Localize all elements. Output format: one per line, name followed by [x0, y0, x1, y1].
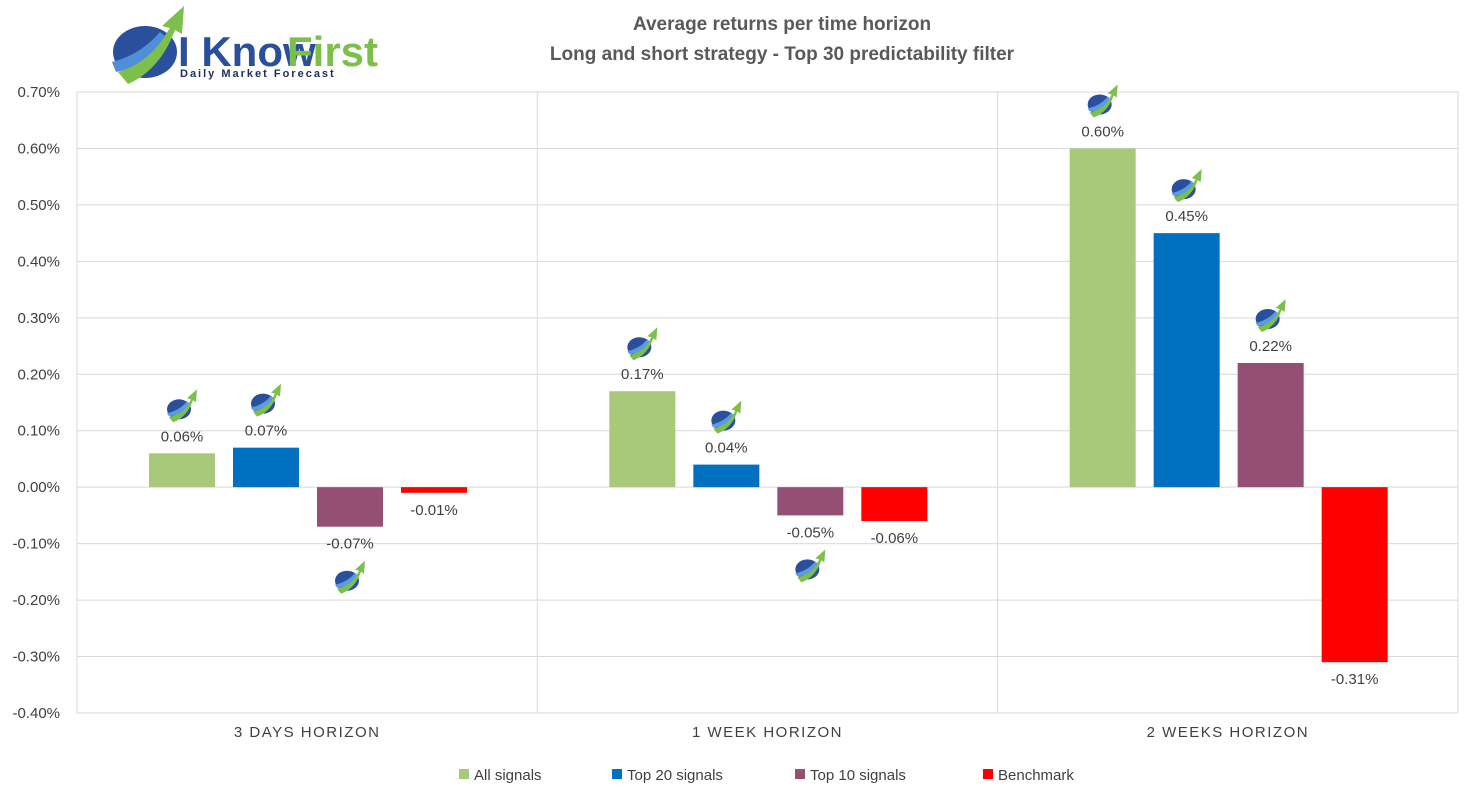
- bar: [693, 464, 760, 488]
- mini-logo-icon: [1255, 298, 1286, 332]
- legend-swatch: [612, 769, 622, 779]
- chart-title-line2: Long and short strategy - Top 30 predict…: [550, 44, 1015, 65]
- bars: [149, 148, 1388, 663]
- legend-label: All signals: [474, 767, 542, 784]
- gridlines: [76, 91, 1459, 714]
- bar: [861, 487, 928, 522]
- logo-brand-part2: First: [287, 28, 378, 75]
- data-label: 0.04%: [705, 440, 748, 457]
- data-label: 0.06%: [161, 428, 204, 445]
- y-tick-label: 0.60%: [17, 140, 60, 157]
- bar: [777, 487, 844, 516]
- data-label: 0.22%: [1249, 338, 1292, 355]
- mini-logo-icon: [335, 560, 365, 594]
- legend-swatch: [795, 769, 805, 779]
- y-tick-label: 0.70%: [17, 84, 60, 101]
- legend-label: Top 10 signals: [810, 767, 906, 784]
- data-label: 0.07%: [245, 423, 288, 440]
- brand-logo: I Know First Daily Market Forecast: [112, 6, 378, 84]
- data-label: -0.06%: [871, 530, 919, 547]
- y-tick-label: 0.10%: [17, 423, 60, 440]
- x-category-label: 2 WEEKS HORIZON: [1147, 724, 1310, 741]
- bar: [233, 447, 299, 488]
- logo-tagline: Daily Market Forecast: [180, 68, 336, 80]
- mini-logo-icon: [251, 383, 281, 417]
- logo-brand-part1: I Know: [178, 28, 316, 75]
- mini-logo-icon: [1171, 169, 1202, 203]
- data-label: 0.45%: [1165, 208, 1208, 225]
- y-tick-label: -0.30%: [12, 649, 60, 666]
- bar: [401, 487, 467, 493]
- data-label: -0.31%: [1331, 671, 1379, 688]
- x-category-label: 1 WEEK HORIZON: [692, 724, 843, 741]
- x-axis-categories: 3 DAYS HORIZON 1 WEEK HORIZON 2 WEEKS HORI…: [234, 724, 1310, 741]
- bar: [317, 487, 383, 527]
- data-labels: 0.06% 0.17% 0.60% 0.07% 0.04% 0.45% -0.07% -0.0…: [161, 123, 1379, 688]
- data-label: -0.05%: [787, 524, 835, 541]
- legend-swatch: [459, 769, 469, 779]
- logo-swoosh-icon: [112, 6, 184, 84]
- y-tick-label: 0.40%: [17, 253, 60, 270]
- y-axis-ticks: 0.70% 0.60% 0.50% 0.40% 0.30% 0.20% 0.10% 0.00%…: [12, 84, 60, 722]
- data-label: 0.60%: [1081, 123, 1124, 140]
- y-tick-label: -0.10%: [12, 536, 60, 553]
- data-label: -0.01%: [410, 502, 458, 519]
- y-tick-label: 0.50%: [17, 197, 60, 214]
- bar-icons: [167, 84, 1286, 594]
- bar: [149, 453, 215, 488]
- mini-logo-icon: [167, 389, 197, 423]
- mini-logo-icon: [1087, 84, 1118, 118]
- bar: [1237, 362, 1304, 488]
- bar: [609, 391, 676, 488]
- y-tick-label: 0.20%: [17, 366, 60, 383]
- bar: [1069, 148, 1136, 488]
- y-tick-label: 0.00%: [17, 479, 60, 496]
- y-tick-label: 0.30%: [17, 310, 60, 327]
- legend-swatch: [983, 769, 993, 779]
- bar: [1321, 487, 1388, 663]
- x-category-label: 3 DAYS HORIZON: [234, 724, 381, 741]
- legend: All signals Top 20 signals Top 10 signals B…: [459, 767, 1074, 784]
- y-tick-label: -0.40%: [12, 705, 60, 722]
- mini-logo-icon: [711, 400, 742, 434]
- chart-title-line1: Average returns per time horizon: [633, 14, 931, 35]
- data-label: 0.17%: [621, 366, 664, 383]
- y-tick-label: -0.20%: [12, 592, 60, 609]
- data-label: -0.07%: [326, 536, 374, 553]
- legend-label: Top 20 signals: [627, 767, 723, 784]
- bar: [1153, 233, 1220, 488]
- mini-logo-icon: [627, 327, 658, 361]
- mini-logo-icon: [795, 549, 826, 583]
- legend-label: Benchmark: [998, 767, 1074, 784]
